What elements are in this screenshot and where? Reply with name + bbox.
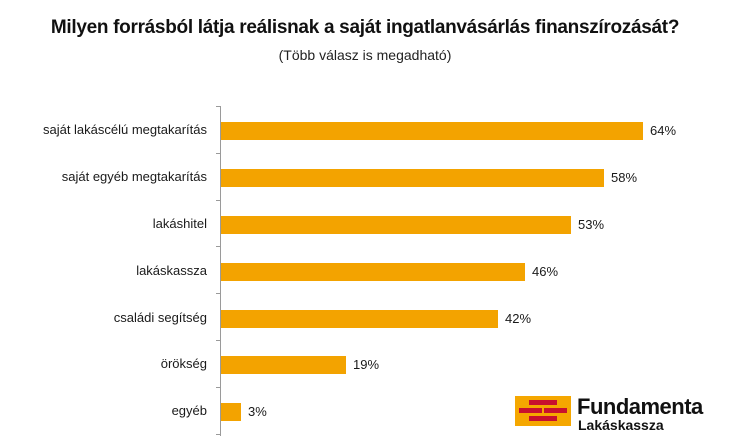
chart-subtitle: (Több válasz is megadható) xyxy=(278,47,452,63)
value-label: 58% xyxy=(611,170,638,185)
value-label: 19% xyxy=(353,357,380,372)
category-label: lakáshitel xyxy=(152,216,207,231)
value-label: 46% xyxy=(532,264,559,279)
axis-tick xyxy=(216,246,220,247)
brick-logo-icon xyxy=(515,396,571,426)
axis-tick xyxy=(216,340,220,341)
bar xyxy=(221,403,241,421)
category-label: családi segítség xyxy=(113,310,207,325)
category-label: lakáskassza xyxy=(136,263,207,278)
category-label: saját lakáscélú megtakarítás xyxy=(42,122,207,137)
axis-tick xyxy=(216,200,220,201)
value-label: 53% xyxy=(578,217,605,232)
logo-brand: Fundamenta xyxy=(577,394,703,419)
bar xyxy=(221,216,571,234)
category-label: egyéb xyxy=(171,403,207,418)
bar xyxy=(221,122,643,140)
bar xyxy=(221,356,346,374)
axis-tick xyxy=(216,434,220,435)
chart-title: Milyen forrásból látja reálisnak a saját… xyxy=(50,17,680,38)
category-axis xyxy=(220,106,221,436)
bar xyxy=(221,263,525,281)
axis-tick xyxy=(216,106,220,107)
value-label: 64% xyxy=(650,123,677,138)
axis-tick xyxy=(216,293,220,294)
value-label: 3% xyxy=(248,404,267,419)
value-label: 42% xyxy=(505,311,532,326)
bar xyxy=(221,169,604,187)
category-label: saját egyéb megtakarítás xyxy=(61,169,207,184)
category-label: örökség xyxy=(160,356,207,371)
bar xyxy=(221,310,498,328)
logo-subbrand: Lakáskassza xyxy=(578,417,664,433)
axis-tick xyxy=(216,153,220,154)
axis-tick xyxy=(216,387,220,388)
